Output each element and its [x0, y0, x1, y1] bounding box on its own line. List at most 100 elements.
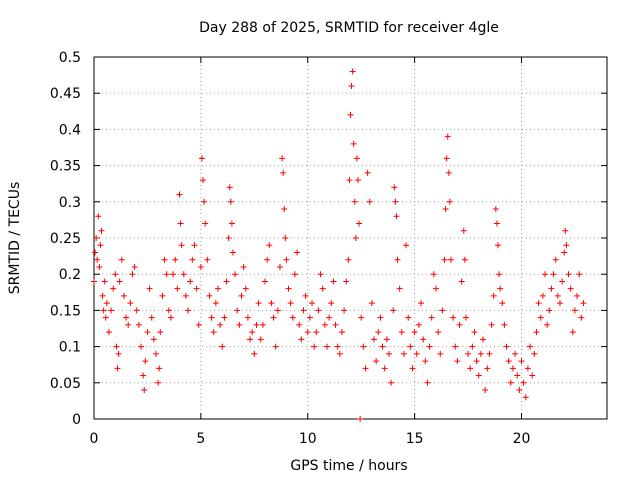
data-point [380, 344, 386, 350]
data-point [442, 257, 448, 263]
data-point [264, 257, 270, 263]
data-point [260, 322, 266, 328]
data-point [527, 344, 533, 350]
y-tick-label: 0.25 [50, 231, 81, 247]
data-point [476, 373, 482, 379]
data-point [305, 329, 311, 335]
data-point [241, 264, 247, 270]
data-point [100, 293, 106, 299]
data-point [519, 358, 525, 364]
data-point [493, 206, 499, 212]
data-point [562, 228, 568, 234]
data-point [516, 387, 522, 393]
data-point [277, 264, 283, 270]
data-point [392, 199, 398, 205]
data-point [377, 315, 383, 321]
data-point [484, 365, 490, 371]
data-point [551, 271, 557, 277]
data-point [144, 329, 150, 335]
data-point [112, 271, 118, 277]
data-point [339, 329, 345, 335]
data-point [510, 365, 516, 371]
data-point [110, 286, 116, 292]
data-point [360, 344, 366, 350]
y-tick-label: 0.45 [50, 86, 81, 102]
data-point [465, 351, 471, 357]
data-point [224, 278, 230, 284]
data-point [177, 192, 183, 198]
data-point [196, 322, 202, 328]
y-tick-label: 0.35 [50, 159, 81, 175]
data-point [243, 286, 249, 292]
data-point [439, 307, 445, 313]
data-point [147, 286, 153, 292]
data-point [414, 351, 420, 357]
data-point [391, 184, 397, 190]
data-point [480, 336, 486, 342]
data-point [282, 235, 288, 241]
axis-ticks: 0 0.05 0.1 0.15 0.2 0.25 0.3 0.35 0.4 0.45 0.5 0 5 10… [50, 50, 607, 447]
data-point [162, 257, 168, 263]
data-point [345, 257, 351, 263]
data-point [251, 351, 257, 357]
data-point [448, 257, 454, 263]
data-point [443, 206, 449, 212]
data-point [138, 344, 144, 350]
data-point [209, 315, 215, 321]
data-point [546, 307, 552, 313]
data-point [326, 315, 332, 321]
data-point [418, 300, 424, 306]
data-point [140, 373, 146, 379]
data-point [450, 315, 456, 321]
data-point [346, 177, 352, 183]
data-point [187, 278, 193, 284]
data-point [320, 286, 326, 292]
data-point [533, 329, 539, 335]
data-point [496, 271, 502, 277]
data-point [213, 300, 219, 306]
data-point [271, 315, 277, 321]
data-point [183, 293, 189, 299]
data-point [253, 322, 259, 328]
data-point [335, 344, 341, 350]
data-point [397, 286, 403, 292]
data-point [313, 329, 319, 335]
data-point [461, 228, 467, 234]
data-point [230, 249, 236, 255]
data-point [156, 365, 162, 371]
x-axis-label: GPS time / hours [290, 458, 407, 474]
data-point [568, 286, 574, 292]
chart-title: Day 288 of 2025, SRMTID for receiver 4gl… [199, 20, 499, 36]
data-point [553, 257, 559, 263]
data-point [281, 206, 287, 212]
x-tick-label: 15 [406, 431, 424, 447]
data-point [471, 329, 477, 335]
data-point [194, 286, 200, 292]
data-point [189, 257, 195, 263]
data-point [266, 242, 272, 248]
data-point [386, 351, 392, 357]
data-point [280, 170, 286, 176]
data-point [482, 387, 488, 393]
data-point [437, 351, 443, 357]
data-point [572, 307, 578, 313]
data-point [508, 380, 514, 386]
data-point [256, 300, 262, 306]
data-point [367, 199, 373, 205]
data-point [445, 134, 451, 140]
data-point [258, 336, 264, 342]
data-point [506, 358, 512, 364]
data-point [201, 199, 207, 205]
data-point [125, 322, 131, 328]
data-point [92, 249, 98, 255]
data-point [102, 278, 108, 284]
data-point [512, 351, 518, 357]
data-point [494, 221, 500, 227]
y-tick-label: 0.4 [59, 122, 81, 138]
data-point [405, 315, 411, 321]
data-point [525, 365, 531, 371]
data-point [424, 380, 430, 386]
data-point [324, 344, 330, 350]
data-point [357, 416, 363, 422]
data-point [191, 242, 197, 248]
